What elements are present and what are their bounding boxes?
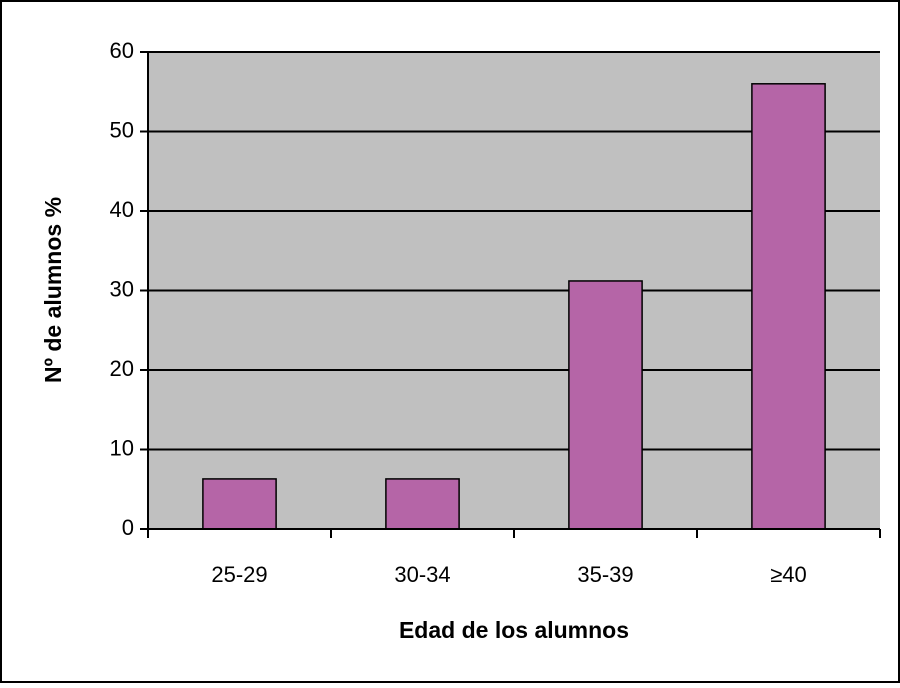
bar bbox=[385, 478, 460, 530]
y-tick-label: 10 bbox=[110, 435, 134, 460]
x-tick-label: 30-34 bbox=[394, 562, 450, 587]
y-tick-label: 50 bbox=[110, 117, 134, 142]
bar bbox=[751, 83, 826, 530]
x-tick-label: 25-29 bbox=[211, 562, 267, 587]
y-tick-label: 20 bbox=[110, 356, 134, 381]
y-tick-label: 40 bbox=[110, 197, 134, 222]
x-tick-label: ≥40 bbox=[770, 562, 807, 587]
x-axis-title: Edad de los alumnos bbox=[399, 617, 629, 643]
bar bbox=[202, 478, 277, 530]
y-tick-label: 0 bbox=[122, 515, 134, 540]
y-axis-title: Nº de alumnos % bbox=[40, 197, 66, 383]
y-tick-label: 60 bbox=[110, 38, 134, 63]
bar bbox=[568, 280, 643, 530]
y-tick-label: 30 bbox=[110, 276, 134, 301]
x-tick-label: 35-39 bbox=[577, 562, 633, 587]
